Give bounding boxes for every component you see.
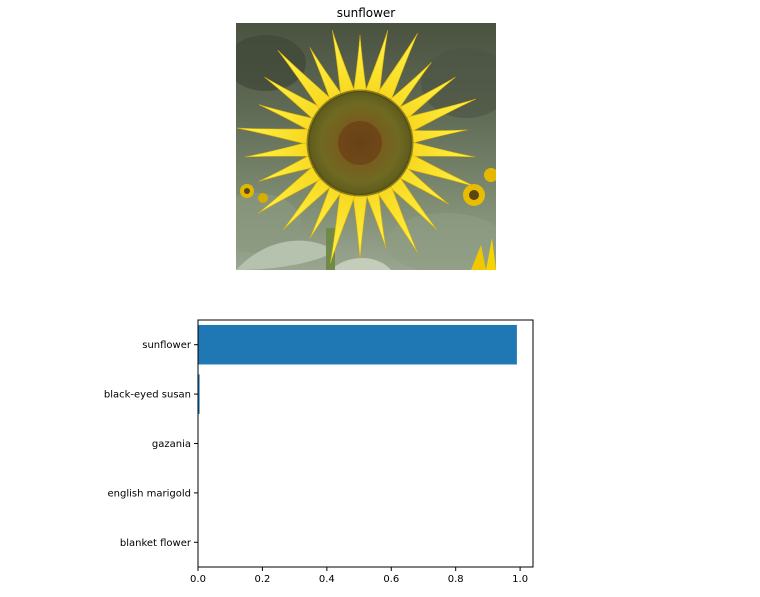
sunflower-photo: [236, 23, 496, 270]
y-tick-label: blanket flower: [120, 538, 192, 549]
x-axis-ticks: 0.0 0.2 0.4 0.6 0.8 1.0: [190, 567, 528, 585]
x-tick-label: 0.6: [383, 574, 399, 585]
x-tick-label: 0.2: [254, 574, 270, 585]
x-tick-label: 0.8: [448, 574, 464, 585]
x-tick-label: 0.0: [190, 574, 206, 585]
y-tick-label: english marigold: [108, 488, 191, 499]
bars-group: [198, 324, 517, 563]
x-tick-label: 0.4: [319, 574, 335, 585]
image-title: sunflower: [336, 6, 396, 20]
bar-black-eyed-susan: [198, 374, 200, 414]
bar-sunflower: [198, 324, 517, 365]
x-tick-label: 1.0: [512, 574, 528, 585]
y-tick-label: gazania: [152, 439, 191, 450]
y-tick-label: sunflower: [142, 340, 192, 351]
y-tick-label: black-eyed susan: [104, 390, 191, 401]
y-axis-ticks: sunflower black-eyed susan gazania english …: [104, 340, 198, 549]
